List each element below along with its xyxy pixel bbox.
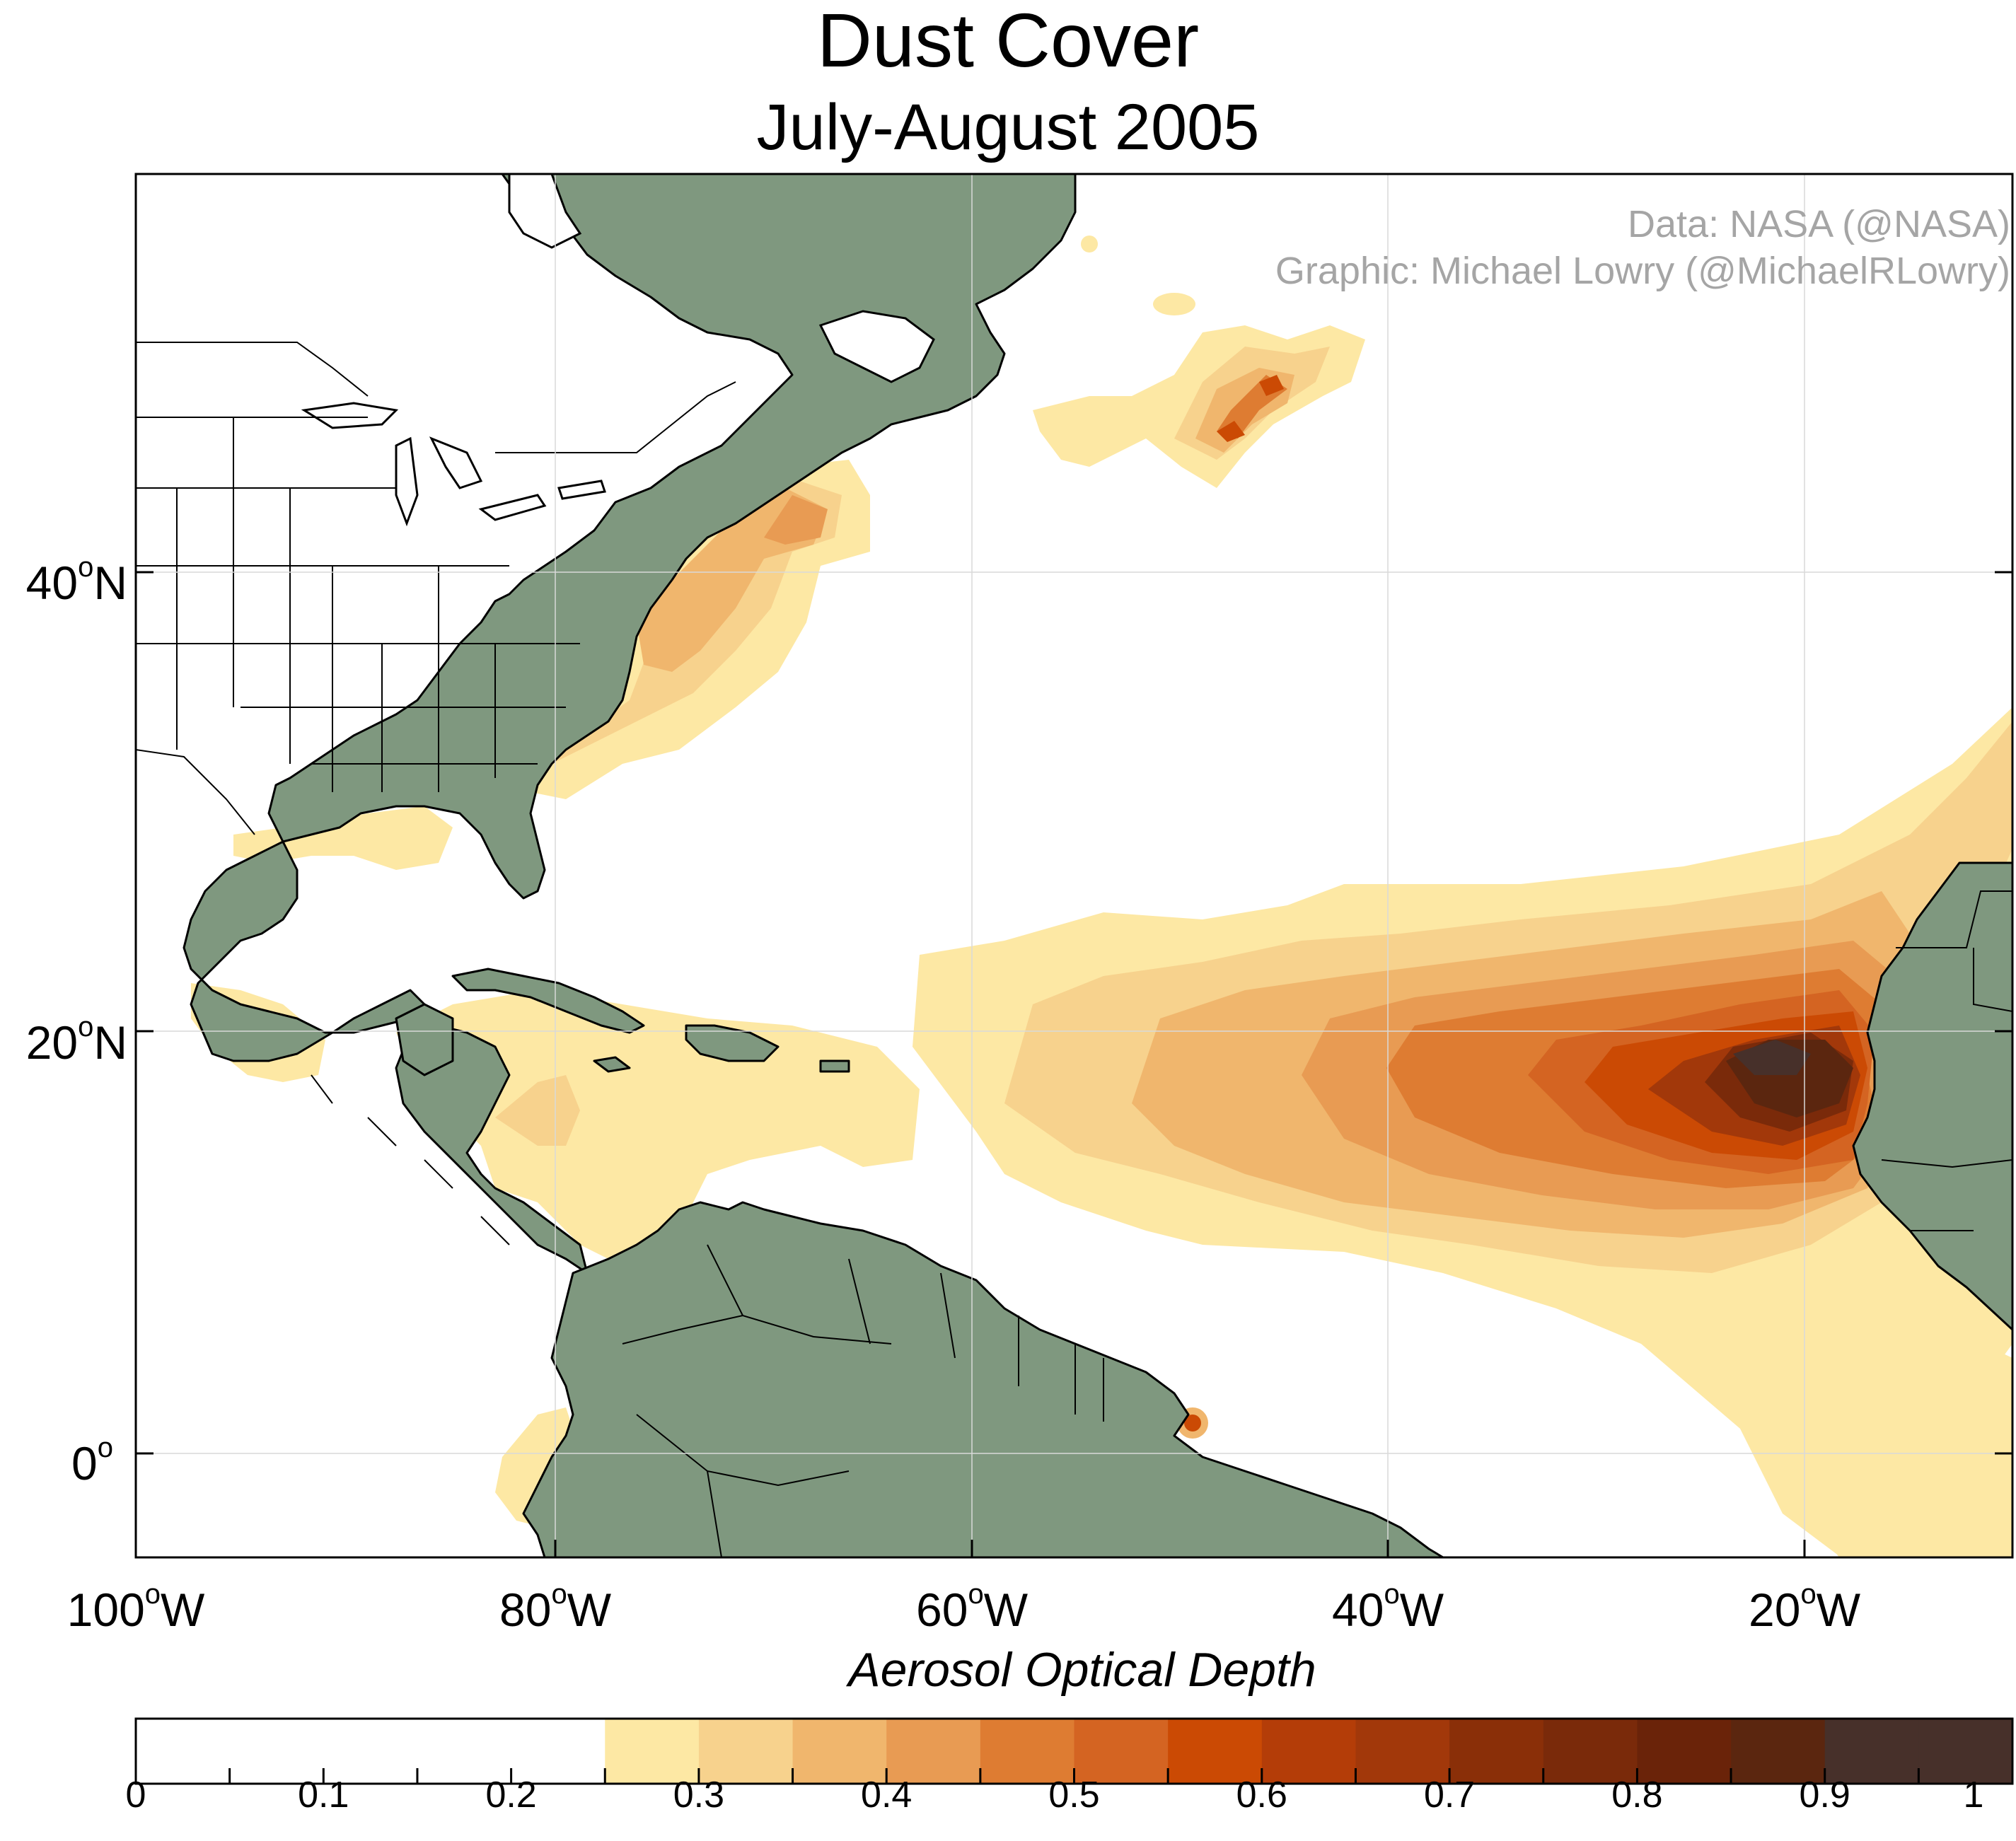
lon-label-20w: 20oW	[1749, 1579, 1860, 1636]
lake-superior	[301, 402, 399, 429]
colorbar-swatch	[323, 1719, 418, 1784]
colorbar-swatch	[980, 1719, 1074, 1784]
us-mexico-border	[136, 749, 255, 835]
lake-huron	[429, 436, 483, 489]
south-america-borders	[622, 1244, 1104, 1557]
africa-land	[1852, 861, 2012, 1331]
map-title: Dust Cover	[816, 0, 1200, 83]
map-subtitle: July-August 2005	[756, 91, 1260, 163]
lake-erie	[478, 494, 547, 521]
lake-michigan	[395, 436, 419, 527]
colorbar-swatch	[792, 1719, 887, 1784]
lon-label-100w: 100oW	[66, 1579, 205, 1636]
lat-label-20n: 20oN	[25, 1011, 127, 1069]
colorbar-swatch	[136, 1719, 231, 1784]
colorbar-swatch	[1168, 1719, 1263, 1784]
lat-label-40n: 40oN	[25, 552, 127, 609]
jamaica-land	[593, 1056, 631, 1073]
hispaniola-land	[685, 1024, 780, 1062]
colorbar-swatch	[1261, 1719, 1356, 1784]
colorbar-tick-label: 0.2	[485, 1775, 537, 1816]
colorbar-tick-label: 0.6	[1236, 1775, 1287, 1816]
north-america-land	[136, 174, 1077, 1274]
borders-group	[136, 342, 2012, 1557]
colorbar-swatch	[1731, 1719, 1826, 1784]
dust-carib-030	[396, 990, 920, 1273]
colorbar-swatch	[511, 1719, 606, 1784]
graphic-credit: Graphic: Michael Lowry (@MichaelRLowry)	[1275, 250, 2010, 292]
lat-label-0: 0o	[71, 1432, 113, 1489]
south-america-land	[522, 1201, 1444, 1557]
colorbar-swatch	[1543, 1719, 1638, 1784]
colorbar-swatch	[229, 1719, 324, 1784]
hudson-bay-lake	[508, 174, 582, 249]
state-lines-h	[136, 417, 580, 792]
land-group	[136, 174, 2012, 1557]
colorbar-tick-label: 1	[1963, 1775, 1984, 1816]
colorbar-tick-label: 0.8	[1611, 1775, 1663, 1816]
puerto-rico-land	[819, 1059, 850, 1073]
lon-label-40w: 40oW	[1332, 1579, 1444, 1636]
dust-useast-045	[764, 495, 828, 545]
colorbar-tick-label: 0.3	[673, 1775, 725, 1816]
dust-africa-south-030	[1754, 1316, 2012, 1557]
central-america-borders	[311, 1074, 510, 1245]
lake-ontario	[557, 480, 606, 500]
colorbar-swatch	[1824, 1719, 1919, 1784]
map-frame	[134, 173, 2014, 1559]
cuba-land	[451, 968, 645, 1034]
colorbar	[134, 1717, 2014, 1785]
dust-saharan-peak	[1733, 1040, 1811, 1075]
colorbar-swatch	[1918, 1719, 2013, 1784]
yucatan-land	[395, 1003, 454, 1076]
colorbar-tick-label: 0.7	[1423, 1775, 1476, 1816]
colorbar-swatch	[698, 1719, 794, 1784]
data-credit: Data: NASA (@NASA)	[1628, 203, 2010, 245]
africa-borders	[1881, 890, 2012, 1231]
colorbar-tick-label: 0	[125, 1775, 146, 1816]
dust-layer-group	[191, 236, 2012, 1557]
dust-natl-060	[1217, 375, 1284, 442]
colorbar-swatch	[1637, 1719, 1732, 1784]
dust-carib-035	[495, 1075, 580, 1146]
dust-amazon-inner	[1184, 1415, 1201, 1431]
colorbar-swatch	[417, 1719, 512, 1784]
colorbar-tick-label: 0.5	[1048, 1775, 1100, 1816]
lon-label-60w: 60oW	[916, 1579, 1028, 1636]
st-lawrence-gulf	[818, 310, 935, 383]
lon-label-80w: 80oW	[499, 1579, 611, 1636]
frame-ticks	[136, 571, 2012, 1557]
colorbar-tick-label: 0.4	[861, 1775, 913, 1816]
colorbar-swatch	[1449, 1719, 1544, 1784]
grid-lines	[136, 174, 2012, 1557]
us-canada-border	[136, 342, 736, 453]
colorbar-label: Aerosol Optical Depth	[848, 1643, 1316, 1697]
lakes-group	[301, 174, 935, 527]
colorbar-swatch	[1355, 1719, 1450, 1784]
colorbar-tick-label: 0.1	[298, 1775, 349, 1816]
colorbar-swatch	[1074, 1719, 1169, 1784]
colorbar-swatch	[886, 1719, 981, 1784]
colorbar-tick-label: 0.9	[1799, 1775, 1850, 1816]
dust-natl-small-1	[1153, 293, 1195, 315]
colorbar-swatch	[605, 1719, 700, 1784]
dust-natl-small-2	[1081, 236, 1098, 252]
